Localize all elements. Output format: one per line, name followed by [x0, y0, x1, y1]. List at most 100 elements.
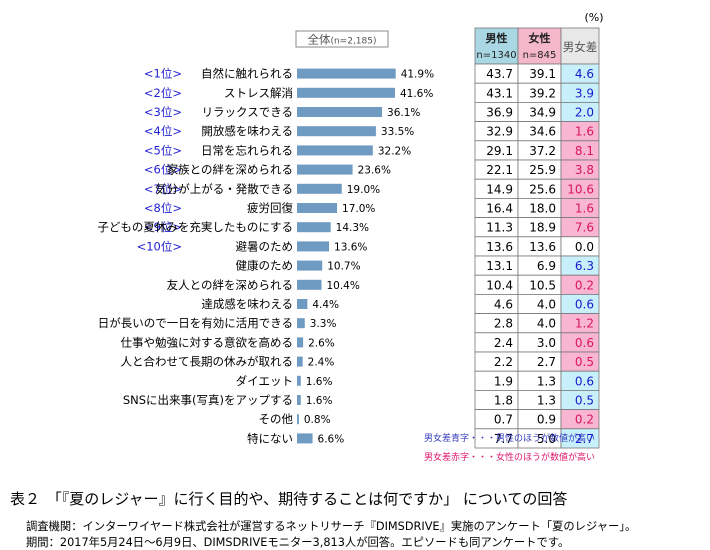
diff-value: 1.6 [575, 125, 594, 139]
column-header-label-diff: 男女差 [563, 40, 598, 54]
bar [297, 318, 305, 329]
category-label: 日が長いので一日を有効に活用できる [98, 316, 293, 330]
bar [297, 395, 301, 405]
value-label: 19.0% [347, 184, 380, 196]
value-label: 17.0% [342, 203, 375, 215]
male-value: 32.9 [486, 125, 513, 139]
column-header-n-male: n=1340 [476, 50, 516, 61]
bar [297, 203, 338, 213]
value-label: 13.6% [334, 241, 367, 253]
column-header-diff [560, 27, 600, 65]
bar [297, 68, 396, 79]
female-value: 34.9 [529, 106, 556, 120]
chart-row: <5位> 日常を忘れられる 32.2% 29.1 37.2 8.1 [144, 140, 600, 161]
value-label: 10.4% [326, 280, 359, 292]
category-label: 達成感を味わえる [201, 297, 293, 311]
value-label: 41.9% [401, 69, 434, 81]
chart-row: <3位> リラックスできる 36.1% 36.9 34.9 2.0 [144, 102, 600, 123]
value-label: 32.2% [378, 145, 411, 157]
value-label: 14.3% [336, 222, 369, 234]
chart-header: 全体(n=2,185) (%) [295, 11, 604, 48]
category-label: ダイエット [236, 374, 293, 388]
diff-value: 0.2 [575, 413, 594, 427]
female-value: 18.9 [529, 221, 556, 235]
diff-value: 3.8 [575, 163, 594, 177]
diff-value: 7.6 [575, 221, 594, 235]
bar [297, 222, 331, 233]
female-value: 13.6 [529, 240, 556, 254]
male-value: 36.9 [486, 106, 513, 120]
value-label: 4.4% [312, 299, 339, 311]
bar [297, 183, 342, 194]
chart-row: <8位> 疲労回復 17.0% 16.4 18.0 1.6 [144, 197, 600, 218]
female-value: 18.0 [529, 202, 556, 216]
chart-row: ダイエット 1.6% 1.9 1.3 0.6 [236, 370, 600, 391]
diff-value: 2.0 [575, 106, 594, 120]
female-value: 2.7 [537, 355, 556, 369]
legend-entry: 男女差青字・・・男性のほうが数値が高い [424, 432, 595, 444]
bar [297, 337, 304, 348]
male-value: 2.8 [494, 317, 513, 331]
rank-label: <8位> [144, 201, 182, 215]
legend-entry: 男女差赤字・・・女性のほうが数値が高い [424, 451, 595, 463]
female-value: 4.0 [537, 298, 556, 312]
chart-row: <4位> 開放感を味わえる 33.5% 32.9 34.6 1.6 [144, 121, 600, 142]
bar [297, 145, 373, 156]
chart-row: SNSに出来事(写真)をアップする 1.6% 1.8 1.3 0.5 [123, 389, 600, 410]
column-header-female [517, 27, 562, 65]
caption-title: 「『夏のレジャー』に行く目的や、期待することは何ですか」 についての回答 [46, 490, 568, 508]
column-header-n-female: n=845 [523, 50, 557, 61]
rank-label: <10位> [137, 239, 182, 253]
category-label: 人と合わせて長期の休みが取れる [121, 355, 294, 369]
diff-value: 6.3 [575, 259, 594, 273]
category-label: 家族との絆を深められる [167, 163, 293, 177]
female-value: 39.2 [529, 86, 556, 100]
male-value: 16.4 [486, 202, 513, 216]
female-value: 0.9 [537, 413, 556, 427]
diff-value: 0.5 [575, 394, 594, 408]
diff-value: 0.6 [575, 336, 594, 350]
rank-label: <6位> [144, 163, 182, 177]
category-label: 日常を忘れられる [201, 143, 293, 157]
chart-row: その他 0.8% 0.7 0.9 0.2 [259, 409, 600, 430]
caption-number: 表２ [10, 490, 41, 508]
chart-row: <7位>気分が上がる・発散できる 19.0% 14.9 25.6 10.6 [144, 178, 600, 199]
male-value: 1.8 [494, 394, 513, 408]
category-label: ストレス解消 [224, 86, 293, 100]
chart-row: 人と合わせて長期の休みが取れる 2.4% 2.2 2.7 0.5 [121, 351, 600, 372]
category-label: 友人との絆を深められる [167, 278, 293, 292]
male-value: 22.1 [486, 163, 513, 177]
male-value: 7.7 [494, 432, 513, 446]
rank-label: <3位> [144, 105, 182, 119]
male-value: 13.1 [486, 259, 513, 273]
chart-rows: <1位> 自然に触れられる 41.9% 43.7 39.1 4.6 <2位> ストレス解消 41… [97, 63, 600, 449]
category-label: 子どもの夏休みを充実したものにする [97, 220, 293, 234]
rank-label: <2位> [144, 86, 182, 100]
diff-value: 2.7 [575, 432, 594, 446]
column-header-label-female: 女性 [529, 31, 551, 45]
chart-row: <9位>子どもの夏休みを充実したものにする 14.3% 11.3 18.9 7.6 [97, 217, 600, 238]
diff-value: 0.5 [575, 355, 594, 369]
female-value: 10.5 [529, 278, 556, 292]
female-value: 1.3 [537, 374, 556, 388]
chart-row: <1位> 自然に触れられる 41.9% 43.7 39.1 4.6 [144, 63, 600, 84]
survey-note-organization: 調査機関：インターワイヤード株式会社が運営するネットリサーチ『DIMSDRIVE… [26, 520, 637, 533]
male-value: 2.4 [494, 336, 513, 350]
male-value: 14.9 [486, 182, 513, 196]
value-label: 10.7% [327, 261, 360, 273]
value-label: 6.6% [318, 433, 345, 445]
value-label: 2.4% [308, 357, 335, 369]
category-label: その他 [259, 412, 294, 426]
survey-note-period: 期間：2017年5月24日～6月9日、DIMSDRIVEモニター3,813人が回… [26, 536, 570, 549]
diff-value: 10.6 [567, 182, 594, 196]
diff-value: 4.6 [575, 67, 594, 81]
rank-label: <7位> [144, 182, 182, 196]
female-value: 39.1 [529, 67, 556, 81]
rank-label: <1位> [144, 67, 182, 81]
diff-value: 1.6 [575, 202, 594, 216]
female-value: 37.2 [529, 144, 556, 158]
female-value: 25.6 [529, 182, 556, 196]
male-value: 0.7 [494, 413, 513, 427]
chart-row: 仕事や勉強に対する意欲を高める 2.6% 2.4 3.0 0.6 [121, 332, 600, 353]
value-label: 33.5% [381, 126, 414, 138]
